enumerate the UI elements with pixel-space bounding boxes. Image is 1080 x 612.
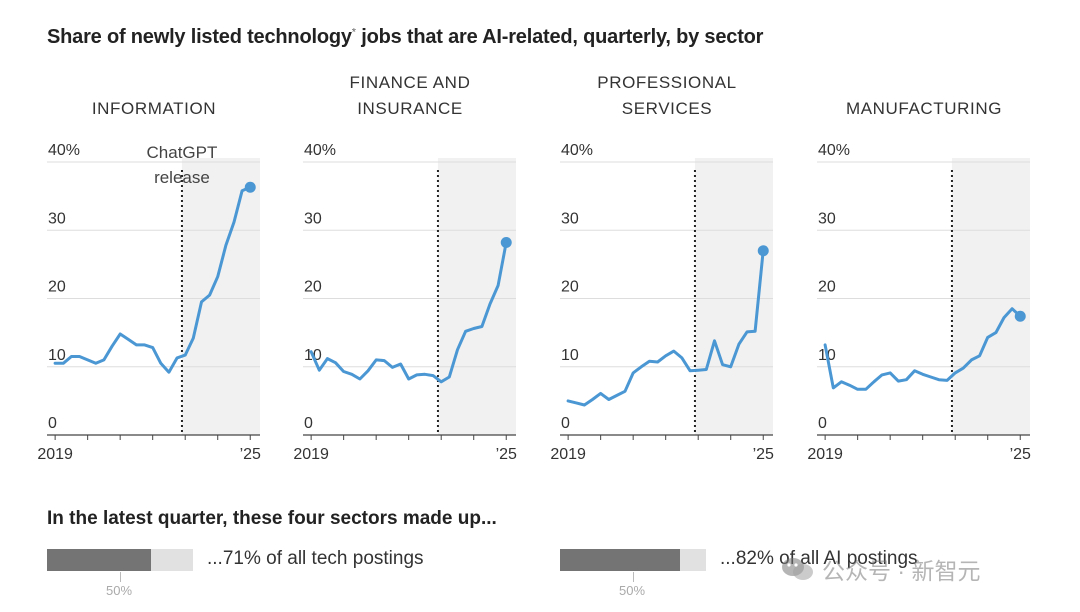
y-tick-label: 40% <box>561 142 593 159</box>
wechat-icon <box>782 558 813 580</box>
y-tick-label: 20 <box>48 279 66 296</box>
ai-postings-midpoint-label: 50% <box>619 583 646 598</box>
y-tick-label: 20 <box>561 279 579 296</box>
y-tick-label: 30 <box>304 210 322 227</box>
latest-value-dot <box>500 237 512 249</box>
panel-title-manufacturing: MANUFACTURING <box>845 99 1003 118</box>
ai-postings-label: ...82% of all AI postings <box>720 548 918 569</box>
y-tick-label: 30 <box>818 210 836 227</box>
panel-title-information: INFORMATION <box>91 99 217 118</box>
x-tick-label: 2019 <box>550 446 586 463</box>
post-release-shade <box>694 158 773 435</box>
y-tick-label: 0 <box>818 415 827 432</box>
x-tick-label: 2019 <box>37 446 73 463</box>
post-release-shade <box>437 158 516 435</box>
series-line <box>823 307 1022 391</box>
ai-postings-bar-fill <box>560 549 680 571</box>
series-line <box>53 185 252 374</box>
ai-postings-midpoint-tick <box>633 572 634 582</box>
panel-title-finance: FINANCE AND INSURANCE <box>349 73 471 118</box>
latest-value-dot <box>1014 310 1026 322</box>
x-tick-label: ’25 <box>1010 446 1031 463</box>
y-tick-label: 30 <box>561 210 579 227</box>
y-tick-label: 40% <box>818 142 850 159</box>
y-tick-label: 20 <box>304 279 322 296</box>
y-tick-label: 10 <box>48 347 66 364</box>
y-tick-label: 40% <box>304 142 336 159</box>
y-tick-label: 0 <box>304 415 313 432</box>
summary-title: In the latest quarter, these four sector… <box>47 508 497 529</box>
latest-value-dot <box>244 181 256 193</box>
ai-postings-bar <box>560 549 706 571</box>
annotation-line-2: release <box>154 168 210 187</box>
x-tick-label: ’25 <box>753 446 774 463</box>
x-tick-label: 2019 <box>293 446 329 463</box>
post-release-shade <box>181 158 260 435</box>
tech-postings-bar <box>47 549 193 571</box>
series-line <box>309 241 508 384</box>
tech-postings-bar-fill <box>47 549 151 571</box>
x-tick-label: 2019 <box>807 446 843 463</box>
small-multiples-charts: 40% 30 20 10 0 2019 ’25 ChatGPT release 40% 30 20 10… <box>37 142 1031 463</box>
panel-title-professional: PROFESSIONAL SERVICES <box>597 73 737 118</box>
annotation-line-1: ChatGPT <box>147 143 218 162</box>
tech-postings-midpoint-tick <box>120 572 121 582</box>
tech-postings-label: ...71% of all tech postings <box>207 548 424 569</box>
watermark: 公众号 · 新智元 <box>780 552 980 586</box>
x-tick-label: ’25 <box>496 446 517 463</box>
post-release-shade <box>951 158 1030 435</box>
y-tick-label: 20 <box>818 279 836 296</box>
y-tick-label: 10 <box>561 347 579 364</box>
series-line <box>566 249 765 407</box>
tech-postings-midpoint-label: 50% <box>106 583 133 598</box>
y-tick-label: 0 <box>48 415 57 432</box>
y-tick-label: 30 <box>48 210 66 227</box>
latest-value-dot <box>757 245 769 257</box>
x-tick-label: ’25 <box>240 446 261 463</box>
y-tick-label: 0 <box>561 415 570 432</box>
y-tick-label: 40% <box>48 142 80 159</box>
chart-title: Share of newly listed technology* jobs t… <box>47 26 764 48</box>
